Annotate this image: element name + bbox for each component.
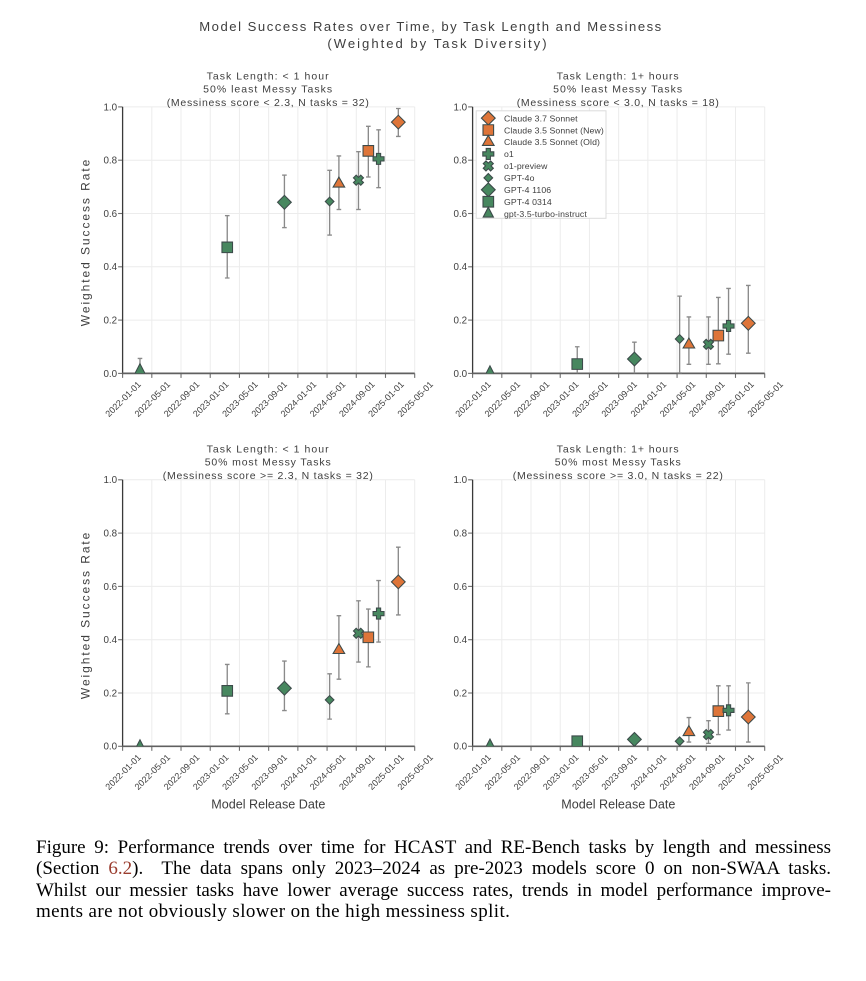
svg-text:50% least Messy Tasks: 50% least Messy Tasks <box>553 84 683 96</box>
svg-text:0.4: 0.4 <box>453 262 467 273</box>
svg-text:Model Release Date: Model Release Date <box>561 798 675 812</box>
svg-text:Task Length: < 1 hour: Task Length: < 1 hour <box>207 71 330 83</box>
svg-text:0.8: 0.8 <box>103 529 117 540</box>
svg-text:Claude 3.5 Sonnet (Old): Claude 3.5 Sonnet (Old) <box>504 137 600 147</box>
svg-text:Task Length: 1+ hours: Task Length: 1+ hours <box>557 443 680 455</box>
svg-text:50% most Messy Tasks: 50% most Messy Tasks <box>205 457 332 469</box>
svg-text:o1-preview: o1-preview <box>504 161 548 171</box>
svg-text:1.0: 1.0 <box>103 475 117 486</box>
svg-text:0.2: 0.2 <box>453 316 467 327</box>
svg-text:(Messiness score >= 3.0, N tas: (Messiness score >= 3.0, N tasks = 22) <box>513 470 724 482</box>
svg-text:0.0: 0.0 <box>103 742 117 753</box>
svg-text:0.8: 0.8 <box>453 529 467 540</box>
svg-text:Model Release Date: Model Release Date <box>211 798 325 812</box>
svg-text:Claude 3.7 Sonnet: Claude 3.7 Sonnet <box>504 113 578 123</box>
svg-text:0.6: 0.6 <box>103 582 117 593</box>
svg-text:Claude 3.5 Sonnet (New): Claude 3.5 Sonnet (New) <box>504 125 604 135</box>
svg-text:0.8: 0.8 <box>103 156 117 167</box>
svg-text:(Messiness score < 3.0, N task: (Messiness score < 3.0, N tasks = 18) <box>517 97 720 109</box>
svg-text:(Messiness score >= 2.3, N tas: (Messiness score >= 2.3, N tasks = 32) <box>163 470 374 482</box>
svg-text:0.4: 0.4 <box>453 635 467 646</box>
svg-text:(Messiness score < 2.3, N task: (Messiness score < 2.3, N tasks = 32) <box>167 97 370 109</box>
svg-text:1.0: 1.0 <box>453 475 467 486</box>
svg-text:o1: o1 <box>504 149 514 159</box>
svg-text:50% least Messy Tasks: 50% least Messy Tasks <box>203 84 333 96</box>
svg-text:1.0: 1.0 <box>453 102 467 113</box>
svg-text:1.0: 1.0 <box>103 102 117 113</box>
svg-text:GPT-4 1106: GPT-4 1106 <box>504 185 551 195</box>
svg-text:0.0: 0.0 <box>453 369 467 380</box>
svg-text:0.2: 0.2 <box>103 316 117 327</box>
svg-text:(Weighted by Task Diversity): (Weighted by Task Diversity) <box>327 36 548 51</box>
svg-text:Model Success Rates over Time,: Model Success Rates over Time, by Task L… <box>199 19 663 34</box>
svg-text:gpt-3.5-turbo-instruct: gpt-3.5-turbo-instruct <box>504 209 587 219</box>
svg-text:Weighted Success Rate: Weighted Success Rate <box>79 158 93 326</box>
svg-text:GPT-4 0314: GPT-4 0314 <box>504 197 552 207</box>
svg-text:50% most Messy Tasks: 50% most Messy Tasks <box>555 457 682 469</box>
svg-text:0.6: 0.6 <box>103 209 117 220</box>
svg-text:0.8: 0.8 <box>453 156 467 167</box>
svg-text:Weighted Success Rate: Weighted Success Rate <box>79 531 93 699</box>
svg-text:0.6: 0.6 <box>453 582 467 593</box>
svg-text:0.6: 0.6 <box>453 209 467 220</box>
svg-text:GPT-4o: GPT-4o <box>504 173 535 183</box>
svg-text:0.2: 0.2 <box>103 688 117 699</box>
svg-text:0.0: 0.0 <box>103 369 117 380</box>
svg-text:0.4: 0.4 <box>103 635 117 646</box>
svg-text:0.2: 0.2 <box>453 688 467 699</box>
svg-text:0.4: 0.4 <box>103 262 117 273</box>
svg-text:Task Length: 1+ hours: Task Length: 1+ hours <box>557 71 680 83</box>
svg-text:Task Length: < 1 hour: Task Length: < 1 hour <box>207 443 330 455</box>
svg-text:0.0: 0.0 <box>453 742 467 753</box>
